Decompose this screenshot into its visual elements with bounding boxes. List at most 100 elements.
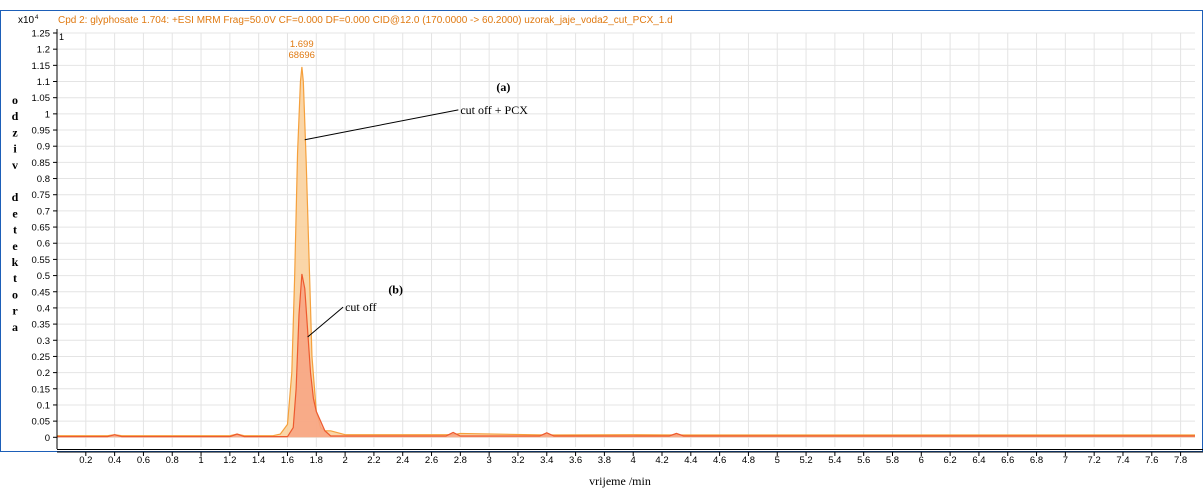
annotation-leader-2 [307,306,344,338]
y-tick-label: 0.95 [32,126,51,137]
y-tick-label: 0.25 [32,352,51,363]
x-tick-label: 1.8 [310,455,323,466]
y-tick-label: 0.5 [37,271,50,282]
x-tick-label: 2.8 [454,455,467,466]
x-tick-label: 2.4 [396,455,409,466]
y-tick-label: 0.15 [32,384,51,395]
y-tick-label: 1.1 [37,77,50,88]
y-exponent-power: 4 [35,15,39,21]
x-tick-label: 6 [919,455,924,466]
y-tick-label: 0.35 [32,320,51,331]
y-axis-label-letter: t [13,223,17,237]
x-tick-label: 3 [487,455,492,466]
grid [57,32,1195,447]
x-tick-label: 1.6 [281,455,294,466]
y-tick-label: 0.85 [32,158,51,169]
y-axis-label-letter: v [12,158,18,172]
x-tick-label: 3.4 [540,455,553,466]
x-tick-label: 5.6 [857,455,870,466]
x-tick-label: 6.8 [1030,455,1043,466]
x-tick-label: 0.8 [166,455,179,466]
series-group [57,66,1195,438]
annotation-leader-1 [304,109,459,141]
x-tick-label: 2.2 [367,455,380,466]
x-tick-label: 0.4 [108,455,121,466]
annotation-text-1: cut off + PCX [460,103,528,117]
y-tick-label: 1 [45,109,50,120]
x-tick-label: 0.6 [137,455,150,466]
y-tick-label: 0 [45,433,50,444]
x-tick-label: 6.2 [944,455,957,466]
x-tick-label: 5.2 [799,455,812,466]
y-axis-label-letter: o [12,93,18,107]
x-tick-label: 5.4 [828,455,841,466]
y-tick-label: 0.1 [37,400,50,411]
y-axis-label-letter: o [12,287,18,301]
x-tick-label: 4.6 [713,455,726,466]
chart-title: Cpd 2: glyphosate 1.704: +ESI MRM Frag=5… [58,15,673,26]
y-axis-label-letter: e [12,239,18,253]
y-tick-label: 0.45 [32,287,51,298]
trace-index-label: 1 [59,32,64,42]
plot-frame [0,10,1203,452]
x-tick-label: 5.8 [886,455,899,466]
x-tick-label: 3.8 [598,455,611,466]
x-axis-label: vrijeme /min [589,474,651,488]
y-tick-label: 0.2 [37,368,50,379]
y-tick-label: 0.55 [32,255,51,266]
y-axis-label-letter: z [12,125,18,139]
y-tick-label: 0.9 [37,142,50,153]
annotation-label-1: (a) [496,80,510,94]
y-axis-label-letter: i [13,142,17,156]
y-tick-label: 0.8 [37,174,50,185]
x-tick-label: 0.2 [79,455,92,466]
x-tick-label: 4.2 [655,455,668,466]
y-tick-label: 0.4 [37,303,50,314]
y-tick-label: 0.65 [32,223,51,234]
x-tick-label: 1.2 [223,455,236,466]
x-tick-label: 3.2 [511,455,524,466]
series-line-2 [57,273,1195,438]
y-tick-label: 0.6 [37,239,50,250]
y-tick-label: 0.7 [37,206,50,217]
x-tick-label: 4.4 [684,455,697,466]
x-tick-label: 6.4 [972,455,985,466]
x-tick-label: 7.6 [1145,455,1158,466]
y-axis-label-letter: e [12,206,18,220]
annotation-label-2: (b) [388,282,403,296]
x-tick-label: 3.6 [569,455,582,466]
y-tick-label: 1.25 [32,29,51,40]
y-axis-label-letter: t [13,271,17,285]
y-tick-label: 1.2 [37,45,50,56]
peak-area-label: 68696 [289,50,315,61]
x-tick-label: 2 [342,455,347,466]
y-tick-label: 0.75 [32,190,51,201]
y-tick-label: 0.3 [37,336,50,347]
y-tick-label: 1.15 [32,61,51,72]
x-tick-label: 7.4 [1116,455,1129,466]
x-tick-label: 6.6 [1001,455,1014,466]
x-tick-label: 2.6 [425,455,438,466]
y-tick-label: 0.05 [32,417,51,428]
x-tick-label: 7.2 [1088,455,1101,466]
peak-time-label: 1.699 [290,39,314,50]
x-tick-label: 5 [775,455,780,466]
x-tick-label: 7.8 [1174,455,1187,466]
y-axis-label-letter: d [12,109,19,123]
x-tick-label: 4.8 [742,455,755,466]
y-axis-label-letter: k [12,255,19,269]
x-tick-label: 7 [1063,455,1068,466]
y-axis-label-letter: r [12,304,18,318]
y-axis-label-letter: a [12,320,18,334]
y-exponent-base: x10 [18,15,35,26]
x-tick-label: 4 [631,455,636,466]
annotation-text-2: cut off [345,300,376,314]
x-tick-label: 1 [198,455,203,466]
y-tick-label: 1.05 [32,93,51,104]
y-axis-label-letter: d [12,190,19,204]
axes: 00.050.10.150.20.250.30.350.40.450.50.55… [32,29,1203,466]
x-tick-label: 1.4 [252,455,265,466]
